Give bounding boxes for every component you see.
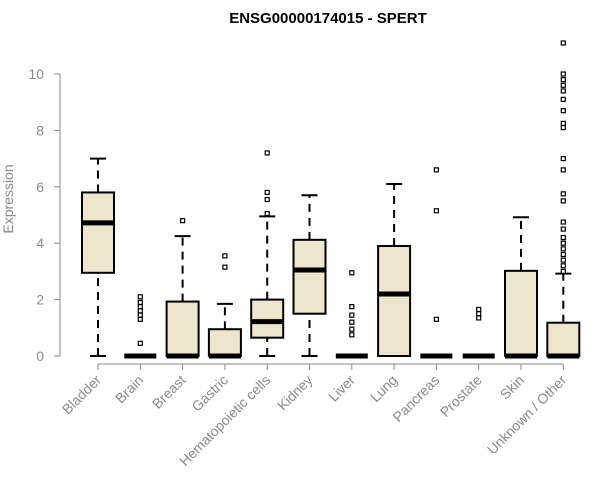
outlier-point xyxy=(349,312,355,318)
outlier-point xyxy=(560,226,566,232)
outlier-point xyxy=(264,196,270,203)
box-body xyxy=(292,238,327,315)
outlier-point xyxy=(560,268,566,274)
outlier-point xyxy=(560,77,566,83)
outlier-point xyxy=(560,198,566,204)
outlier-point xyxy=(264,189,270,196)
outlier-point xyxy=(560,167,566,173)
outlier-point xyxy=(222,264,228,270)
y-axis-label: Expression xyxy=(0,164,16,233)
box-body xyxy=(504,269,538,357)
box-8 xyxy=(420,167,453,359)
outlier-point xyxy=(560,219,566,225)
outlier-point xyxy=(476,311,482,317)
box-body xyxy=(377,245,412,358)
outlier-point xyxy=(349,326,355,332)
x-tick-label: Liver xyxy=(325,372,358,405)
box-11 xyxy=(546,40,581,359)
outlier-point xyxy=(349,332,355,338)
box-body xyxy=(81,191,115,274)
outlier-point xyxy=(433,316,439,322)
outlier-point xyxy=(560,191,566,197)
outlier-point xyxy=(560,88,566,94)
box-7 xyxy=(377,182,412,358)
y-axis: 0 2 4 6 8 10 xyxy=(28,66,61,364)
box-2 xyxy=(165,218,200,359)
x-tick-label: Brain xyxy=(112,372,146,406)
outlier-point xyxy=(560,257,566,263)
boxes-group xyxy=(81,40,581,359)
outlier-point xyxy=(560,234,566,241)
outlier-point xyxy=(137,308,143,314)
y-tick-label: 10 xyxy=(28,66,44,82)
outlier-point xyxy=(560,40,566,46)
box-5 xyxy=(292,194,327,357)
outlier-point xyxy=(560,240,566,246)
box-4 xyxy=(250,150,285,357)
outlier-point xyxy=(560,246,566,252)
box-0 xyxy=(81,157,115,357)
outlier-point xyxy=(349,304,355,310)
outlier-point xyxy=(433,208,439,214)
box-6 xyxy=(335,270,368,359)
outlier-point xyxy=(560,96,566,102)
outlier-point xyxy=(222,253,228,259)
outlier-point xyxy=(560,71,566,77)
x-tick-label: Bladder xyxy=(59,372,105,418)
chart-title: ENSG00000174015 - SPERT xyxy=(229,10,427,27)
outlier-point xyxy=(137,316,143,322)
outlier-point xyxy=(137,304,143,310)
box-body xyxy=(165,300,200,358)
x-tick-label: Unknown / Other xyxy=(484,372,570,458)
x-tick-label: Prostate xyxy=(437,372,485,420)
outlier-point xyxy=(560,108,566,114)
box-body xyxy=(207,328,242,357)
outlier-point xyxy=(560,120,566,126)
outlier-point xyxy=(137,340,143,346)
y-tick-label: 8 xyxy=(36,122,44,138)
outlier-point xyxy=(560,124,566,131)
outlier-point xyxy=(137,299,143,306)
outlier-point xyxy=(476,306,482,313)
outlier-point xyxy=(560,251,566,258)
box-1 xyxy=(124,294,157,359)
outlier-point xyxy=(560,156,566,162)
outlier-point xyxy=(137,312,143,318)
y-tick-label: 2 xyxy=(36,292,44,308)
outlier-point xyxy=(264,210,270,217)
outlier-point xyxy=(264,150,270,156)
outlier-point xyxy=(433,167,439,173)
outlier-point xyxy=(349,270,355,276)
box-9 xyxy=(462,306,495,359)
outlier-point xyxy=(476,315,482,321)
box-body xyxy=(546,321,581,357)
outlier-point xyxy=(349,319,355,325)
outlier-point xyxy=(560,82,566,88)
x-tick-label: Lung xyxy=(367,372,400,405)
box-10 xyxy=(504,216,538,359)
outlier-point xyxy=(137,294,143,300)
x-tick-label: Skin xyxy=(497,372,528,403)
x-tick-label: Pancreas xyxy=(389,372,442,425)
outlier-point xyxy=(560,263,566,269)
box-body xyxy=(250,298,285,339)
y-tick-label: 0 xyxy=(36,348,44,364)
outlier-point xyxy=(180,218,186,224)
box-3 xyxy=(207,253,242,359)
x-tick-label: Breast xyxy=(149,372,189,412)
y-tick-label: 6 xyxy=(36,179,44,195)
y-tick-label: 4 xyxy=(36,235,44,251)
x-tick-label: Kidney xyxy=(274,372,316,414)
